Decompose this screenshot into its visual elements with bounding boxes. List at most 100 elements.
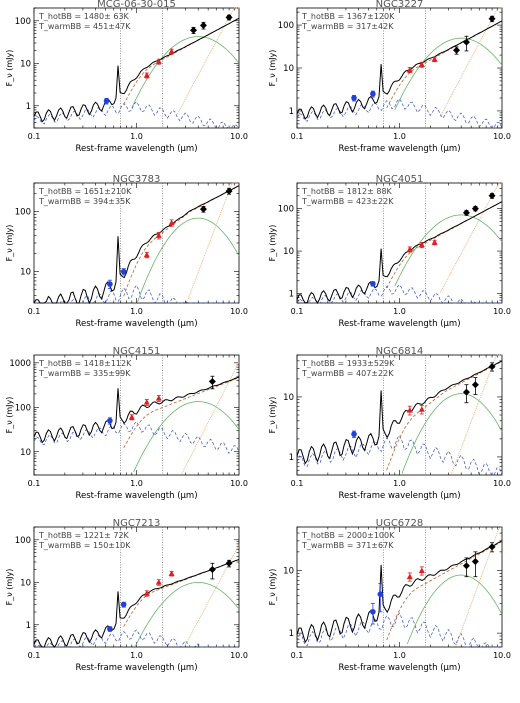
annotation-text: T_hotBB = 2000±100K	[301, 531, 395, 540]
annotation-text: T_warmBB = 407±22K	[301, 369, 394, 378]
x-axis-label: Rest-frame wavelength (μm)	[338, 663, 460, 673]
host-galaxy-curve	[33, 629, 239, 648]
annotation-text: T_warmBB = 335±99K	[38, 369, 131, 378]
y-tick-label: 10	[20, 578, 31, 588]
nir-data-point	[168, 48, 175, 54]
mir-data-point	[488, 363, 496, 371]
y-axis-label: F_ν (mJy)	[5, 225, 14, 262]
mir-data-point	[488, 15, 496, 23]
nir-data-point	[431, 56, 438, 62]
hot-dust-curve	[439, 182, 502, 293]
nir-data-point	[418, 406, 425, 412]
nir-data-point	[431, 239, 438, 245]
host-galaxy-curve	[296, 284, 502, 304]
panel-title: NGC4051	[376, 174, 424, 185]
y-axis-label: F_ν (mJy)	[268, 397, 277, 434]
total-model-curve	[296, 360, 503, 465]
optical-data-point	[120, 268, 127, 275]
torus-curve	[123, 559, 240, 627]
x-tick-label: 0.1	[28, 651, 41, 660]
torus-curve	[386, 541, 503, 641]
hot-dust-curve	[439, 7, 502, 117]
x-tick-label: 1.0	[130, 307, 143, 316]
torus-curve	[386, 361, 503, 471]
torus-curve	[123, 377, 240, 448]
mir-data-point	[471, 381, 479, 389]
panel-title: MCG-06-30-015	[97, 0, 176, 10]
x-tick-label: 0.1	[28, 307, 41, 316]
mir-data-point	[462, 38, 470, 46]
x-tick-label: 10.0	[493, 651, 511, 660]
x-tick-label: 0.1	[291, 307, 304, 316]
torus-curve	[123, 185, 240, 297]
optical-data-point	[103, 98, 110, 104]
torus-curve	[386, 20, 503, 109]
nir-data-point	[406, 66, 413, 73]
warm-bb-curve	[131, 36, 240, 108]
annotation-text: T_hotBB = 1418±112K	[38, 359, 132, 368]
x-tick-label: 1.0	[393, 307, 406, 316]
torus-curve	[123, 17, 240, 105]
optical-data-point	[107, 626, 113, 632]
warm-bb-curve	[406, 574, 503, 645]
panel-title: NGC7213	[113, 518, 161, 529]
mir-data-point	[208, 378, 216, 386]
y-axis-label: F_ν (mJy)	[268, 225, 277, 262]
nir-data-point	[418, 567, 425, 574]
nir-data-point	[406, 246, 413, 252]
mir-data-point	[199, 21, 207, 29]
nir-data-point	[143, 590, 150, 596]
panel-title: NGC3227	[376, 0, 424, 10]
host-galaxy-curve	[296, 612, 502, 648]
annotation-text: T_warmBB = 394±35K	[38, 197, 131, 206]
optical-data-point	[120, 601, 127, 608]
y-tick-label: 10	[283, 567, 294, 577]
host-galaxy-curve	[33, 101, 240, 129]
y-tick-label: 100	[278, 21, 294, 31]
annotation-text: T_warmBB = 451±47K	[38, 22, 131, 31]
mir-data-point	[462, 562, 470, 570]
panel-title: NGC6814	[376, 346, 424, 357]
y-axis-label: F_ν (mJy)	[5, 569, 14, 606]
mir-data-point	[225, 559, 233, 567]
total-model-curve	[33, 376, 240, 444]
y-tick-label: 1	[289, 290, 294, 300]
optical-data-point	[107, 281, 113, 287]
x-tick-label: 10.0	[493, 132, 511, 141]
optical-data-point	[377, 591, 384, 598]
x-axis-label: Rest-frame wavelength (μm)	[338, 144, 460, 154]
warm-bb-curve	[401, 393, 503, 474]
y-tick-label: 10	[283, 64, 294, 74]
panel-title: NGC3783	[113, 174, 161, 185]
warm-bb-curve	[135, 582, 240, 647]
hot-dust-curve	[176, 7, 239, 115]
sed-panel: NGC4151 0.1 1.0 10.0 Rest-frame wavelength (…	[5, 346, 248, 501]
mir-data-point	[453, 46, 461, 54]
mir-data-point	[462, 388, 470, 396]
x-axis-label: Rest-frame wavelength (μm)	[75, 663, 197, 673]
annotation-text: T_warmBB = 423±22K	[301, 197, 394, 206]
x-tick-label: 10.0	[230, 307, 248, 316]
x-axis-label: Rest-frame wavelength (μm)	[75, 319, 197, 329]
x-tick-label: 1.0	[393, 479, 406, 488]
annotation-text: T_hotBB = 1812± 88K	[301, 187, 393, 196]
y-tick-label: 10	[20, 448, 31, 458]
mir-data-point	[190, 26, 198, 34]
x-tick-label: 0.1	[291, 651, 304, 660]
sed-panel: NGC7213 0.1 1.0 10.0 Rest-frame wavelength (…	[5, 518, 248, 673]
mir-data-point	[488, 192, 496, 200]
nir-data-point	[143, 72, 150, 78]
total-model-curve	[296, 540, 503, 644]
y-tick-label: 1	[289, 107, 294, 117]
y-tick-label: 10	[283, 247, 294, 257]
optical-data-point	[370, 608, 376, 615]
warm-bb-curve	[133, 401, 240, 473]
x-tick-label: 0.1	[28, 479, 41, 488]
hot-dust-curve	[455, 526, 502, 647]
x-tick-label: 10.0	[493, 479, 511, 488]
nir-data-point	[155, 579, 162, 585]
optical-data-point	[351, 431, 357, 437]
mir-data-point	[471, 558, 479, 566]
x-axis-label: Rest-frame wavelength (μm)	[338, 491, 460, 501]
x-axis-label: Rest-frame wavelength (μm)	[338, 319, 460, 329]
